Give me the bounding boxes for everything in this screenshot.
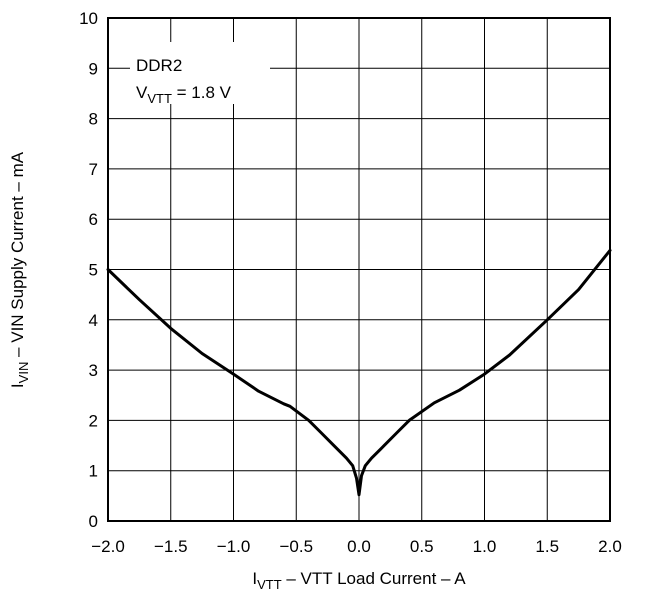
y-tick-label: 10: [79, 9, 98, 28]
x-axis-label-subscript: VTT: [257, 577, 282, 589]
x-tick-label: 2.0: [598, 537, 622, 556]
annotation-box: [130, 42, 270, 104]
x-tick-label: −0.5: [279, 537, 313, 556]
annotation-vtt-subscript: VTT: [147, 91, 172, 106]
x-axis-label: IVTT – VTT Load Current – A: [252, 569, 466, 589]
y-tick-label: 1: [89, 462, 98, 481]
y-tick-label: 3: [89, 361, 98, 380]
annotation-line-1: DDR2: [136, 56, 182, 75]
y-axis-label-text: – VIN Supply Current – mA: [8, 151, 27, 361]
y-tick-label: 0: [89, 512, 98, 531]
annotation-v: V: [136, 83, 148, 102]
y-tick-label: 9: [89, 59, 98, 78]
x-tick-label: 1.0: [473, 537, 497, 556]
y-tick-label: 2: [89, 411, 98, 430]
series-line: [106, 248, 612, 497]
y-axis-label-subscript: VIN: [16, 362, 31, 384]
y-tick-label: 5: [89, 261, 98, 280]
annotation-value: = 1.8 V: [172, 83, 232, 102]
x-axis-ticks: −2.0 −1.5 −1.0 −0.5 0.0 0.5 1.0 1.5 2.0: [91, 537, 622, 556]
y-tick-label: 7: [89, 160, 98, 179]
x-tick-label: 0.5: [410, 537, 434, 556]
y-axis-label: IVIN – VIN Supply Current – mA: [8, 151, 31, 388]
grid: [107, 17, 611, 522]
x-tick-label: 0.0: [347, 537, 371, 556]
y-axis-ticks: 0 1 2 3 4 5 6 7 8 9 10: [79, 9, 98, 531]
x-tick-label: −2.0: [91, 537, 125, 556]
y-tick-label: 6: [89, 210, 98, 229]
x-tick-label: −1.0: [217, 537, 251, 556]
y-tick-label: 4: [89, 311, 98, 330]
x-tick-label: −1.5: [154, 537, 188, 556]
y-tick-label: 8: [89, 110, 98, 129]
x-tick-label: 1.5: [535, 537, 559, 556]
x-axis-label-text: – VTT Load Current – A: [282, 569, 467, 588]
annotation-line-2: VVTT = 1.8 V: [136, 83, 232, 106]
x-axis-label-i: I: [252, 569, 257, 588]
y-axis-label-i: I: [8, 383, 27, 388]
